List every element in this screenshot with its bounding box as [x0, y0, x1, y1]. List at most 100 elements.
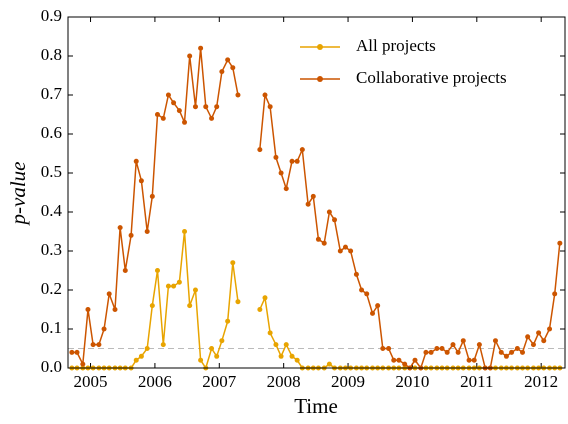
- data-point: [144, 229, 150, 234]
- data-point: [257, 307, 263, 312]
- data-point: [315, 236, 321, 242]
- data-point: [492, 338, 498, 344]
- data-point: [530, 342, 536, 348]
- data-point: [310, 193, 316, 199]
- series-line: [259, 295, 560, 369]
- x-axis-title: Time: [294, 394, 338, 418]
- x-tick-label: 2007: [202, 372, 237, 391]
- data-point: [498, 349, 504, 355]
- data-point: [520, 349, 526, 355]
- data-point: [235, 299, 241, 305]
- series-line: [259, 92, 561, 370]
- data-point: [85, 307, 91, 312]
- y-tick-label: 0.9: [41, 6, 62, 25]
- data-point: [225, 318, 231, 324]
- data-point: [466, 357, 472, 363]
- data-point: [402, 361, 408, 367]
- data-point: [471, 357, 477, 363]
- data-point: [273, 342, 279, 348]
- data-point: [203, 104, 209, 110]
- data-point: [69, 349, 75, 355]
- legend-marker: [317, 44, 323, 50]
- data-point: [182, 229, 188, 234]
- x-tick-label: 2012: [524, 372, 558, 391]
- data-point: [428, 349, 434, 355]
- x-tick-label: 2010: [395, 372, 429, 391]
- data-point: [557, 240, 563, 246]
- y-tick-label: 0.6: [41, 123, 62, 142]
- data-point: [74, 349, 80, 355]
- data-point: [138, 178, 144, 184]
- data-point: [326, 361, 332, 367]
- data-point: [289, 353, 295, 359]
- data-point: [299, 147, 305, 153]
- data-point: [450, 342, 456, 348]
- data-point: [182, 119, 188, 125]
- data-point: [133, 158, 139, 164]
- data-point: [209, 346, 215, 351]
- data-point: [219, 338, 225, 344]
- legend-label: Collaborative projects: [356, 68, 507, 87]
- data-point: [112, 307, 118, 312]
- data-point: [455, 349, 461, 355]
- data-point: [283, 186, 289, 192]
- data-point: [133, 357, 139, 363]
- data-point: [149, 193, 155, 199]
- data-point: [154, 268, 160, 273]
- y-tick-label: 0.8: [41, 45, 62, 64]
- data-point: [375, 303, 381, 309]
- data-point: [198, 357, 204, 363]
- data-point: [106, 291, 112, 297]
- data-point: [96, 342, 102, 348]
- data-point: [160, 342, 166, 348]
- data-point: [396, 357, 402, 363]
- data-point: [117, 225, 123, 231]
- data-point: [337, 248, 343, 254]
- data-point: [267, 104, 273, 110]
- y-axis-title: p-value: [6, 162, 30, 227]
- data-point: [154, 112, 160, 117]
- y-tick-label: 0.3: [41, 240, 62, 259]
- data-point: [283, 342, 289, 348]
- data-point: [171, 100, 177, 106]
- data-point: [476, 342, 482, 348]
- data-point: [278, 170, 284, 176]
- data-point: [423, 349, 429, 355]
- data-point: [144, 346, 150, 351]
- data-point: [444, 349, 450, 355]
- data-point: [214, 353, 220, 359]
- data-point: [294, 357, 300, 363]
- data-point: [187, 53, 193, 59]
- data-point: [262, 92, 268, 98]
- y-tick-label: 0.5: [41, 162, 62, 181]
- x-tick-label: 2005: [74, 372, 108, 391]
- data-point: [138, 353, 144, 359]
- data-point: [235, 92, 241, 98]
- data-point: [359, 287, 365, 293]
- data-point: [547, 326, 553, 332]
- y-tick-label: 0.4: [41, 201, 63, 220]
- data-point: [122, 268, 128, 273]
- data-point: [536, 330, 542, 336]
- data-point: [192, 104, 198, 110]
- data-point: [90, 342, 96, 348]
- data-point: [434, 346, 440, 351]
- data-point: [165, 92, 171, 98]
- data-point: [257, 147, 263, 153]
- data-point: [412, 357, 418, 363]
- data-point: [192, 287, 198, 293]
- data-point: [262, 295, 268, 301]
- data-point: [380, 346, 386, 351]
- data-point: [209, 115, 215, 121]
- legend-label: All projects: [356, 36, 436, 55]
- data-point: [348, 248, 354, 254]
- data-point: [364, 291, 370, 297]
- data-point: [165, 283, 171, 289]
- data-point: [460, 338, 466, 344]
- data-point: [149, 303, 155, 309]
- data-point: [128, 232, 134, 238]
- data-point: [219, 69, 225, 75]
- data-point: [289, 158, 295, 164]
- data-point: [160, 115, 166, 121]
